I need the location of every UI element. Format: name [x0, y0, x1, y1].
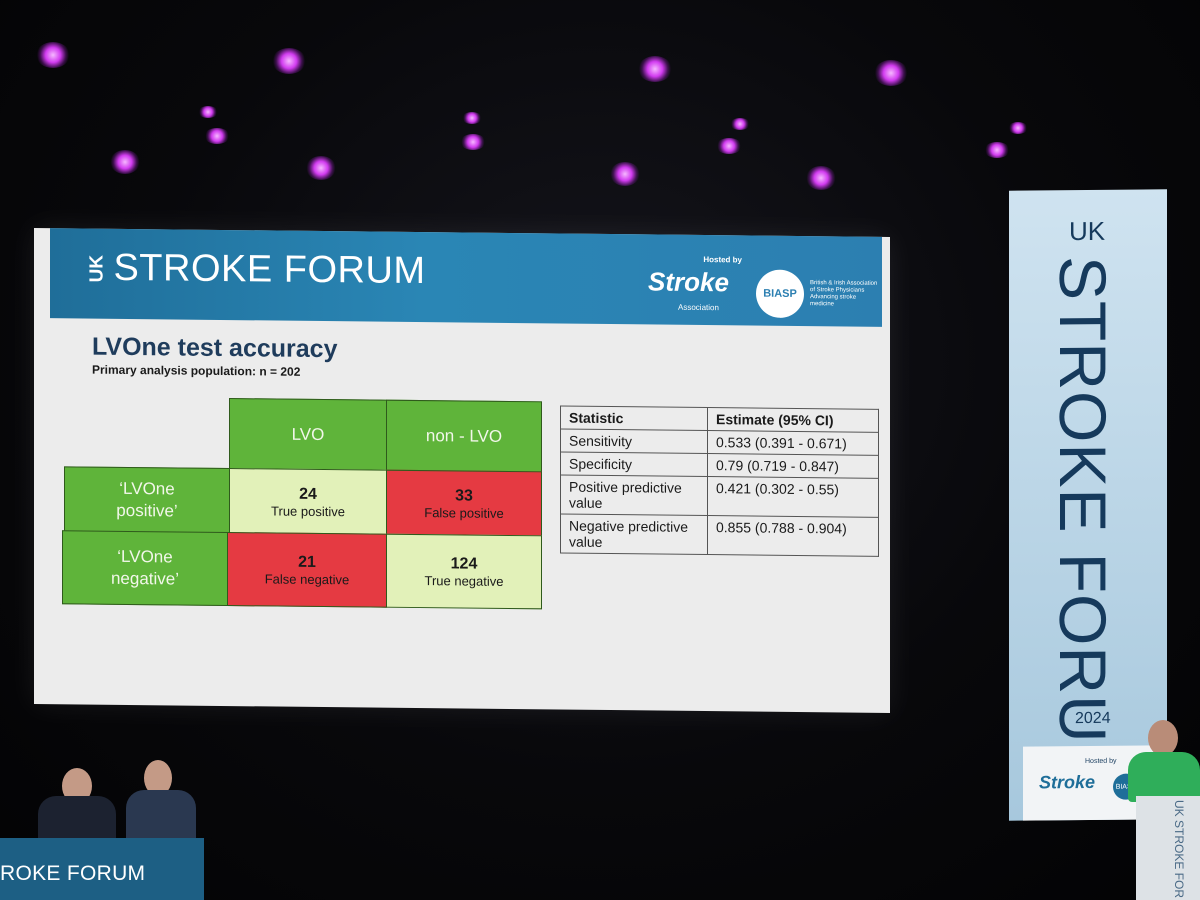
matrix-row-negative: ‘LVOne negative’ — [62, 530, 228, 607]
stage-light-icon — [198, 106, 218, 118]
stage-light-icon — [272, 48, 306, 74]
matrix-header-non-lvo-label: non - LVO — [425, 426, 503, 446]
statistic-name: Sensitivity — [560, 429, 708, 454]
matrix-row-positive-line2: positive’ — [116, 500, 178, 521]
stage-light-icon — [984, 142, 1010, 158]
slide-title: LVOne test accuracy — [92, 332, 338, 364]
statistic-estimate: 0.533 (0.391 - 0.671) — [707, 430, 879, 456]
lectern-text: UK STROKE FOR — [1172, 800, 1186, 899]
projected-slide: UK STROKE FORUM Hosted by Stroke Associa… — [34, 228, 890, 713]
stage-light-icon — [36, 42, 70, 68]
matrix-header-lvo: LVO — [229, 398, 387, 472]
banner-year: 2024 — [1075, 709, 1111, 728]
matrix-cell-true-positive: 24 True positive — [229, 468, 387, 536]
true-negative-value: 124 — [450, 554, 478, 573]
stage-light-icon — [874, 60, 908, 86]
matrix-header-non-lvo: non - LVO — [386, 399, 542, 474]
banner-stroke-logo: Stroke — [1039, 771, 1096, 793]
stage-light-icon — [610, 162, 640, 186]
slide-header: UK STROKE FORUM Hosted by Stroke Associa… — [50, 228, 882, 327]
table-header-statistic: Statistic — [560, 406, 708, 431]
brand-prefix: UK — [86, 254, 108, 282]
speaker-torso — [1128, 752, 1200, 802]
stage-light-icon — [460, 134, 486, 150]
table-row: Negative predictive value 0.855 (0.788 -… — [560, 514, 879, 557]
stage-light-icon — [204, 128, 230, 144]
stage-light-icon — [716, 138, 742, 154]
table-row: Specificity 0.79 (0.719 - 0.847) — [560, 452, 879, 479]
matrix-row-negative-line2: negative’ — [110, 568, 180, 589]
forum-banner: UK STROKE FORUM 2024 Hosted by Stroke BI… — [1009, 189, 1167, 821]
matrix-cell-false-positive: 33 False positive — [386, 469, 542, 538]
stage-light-icon — [638, 56, 672, 82]
panelist-right-torso — [126, 790, 196, 842]
stage-light-icon — [1008, 122, 1028, 134]
false-negative-value: 21 — [298, 553, 316, 571]
banner-uk: UK — [1069, 215, 1106, 247]
stage-light-icon — [462, 112, 482, 124]
stage-light-icon — [110, 150, 140, 174]
statistic-estimate: 0.421 (0.302 - 0.55) — [707, 476, 879, 518]
matrix-row-positive: ‘LVOne positive’ — [64, 466, 230, 535]
biasp-logo-text: British & Irish Association of Stroke Ph… — [810, 280, 878, 308]
table-header-estimate: Estimate (95% CI) — [707, 407, 879, 433]
stage-light-icon — [730, 118, 750, 130]
panel-table — [0, 838, 204, 900]
statistic-name: Positive predictive value — [560, 475, 708, 516]
false-negative-label: False negative — [264, 570, 350, 587]
matrix-row-positive-line1: ‘LVOne — [119, 478, 175, 499]
statistic-estimate: 0.79 (0.719 - 0.847) — [707, 453, 879, 479]
panelist-left-torso — [38, 796, 116, 844]
speaker-head — [1148, 720, 1178, 756]
lectern — [1136, 796, 1200, 900]
slide-subtitle: Primary analysis population: n = 202 — [92, 362, 301, 379]
stroke-association-logo: Stroke — [648, 266, 729, 298]
stage-light-icon — [306, 156, 336, 180]
biasp-logo: BIASP — [756, 269, 804, 319]
matrix-cell-true-negative: 124 True negative — [386, 533, 542, 610]
false-positive-value: 33 — [455, 486, 473, 505]
false-positive-label: False positive — [424, 504, 504, 521]
table-row: Statistic Estimate (95% CI) — [560, 406, 879, 433]
statistic-estimate: 0.855 (0.788 - 0.904) — [707, 515, 879, 557]
matrix-row-negative-line1: ‘LVOne — [117, 546, 173, 567]
true-negative-label: True negative — [424, 572, 504, 589]
brand-name: STROKE FORUM — [113, 246, 426, 293]
matrix-cell-false-negative: 21 False negative — [227, 532, 387, 608]
statistics-table: Statistic Estimate (95% CI) Sensitivity … — [560, 406, 879, 557]
true-positive-label: True positive — [271, 502, 345, 519]
hosted-by-label: Hosted by — [703, 255, 742, 265]
banner-hosted-label: Hosted by — [1085, 757, 1117, 766]
table-row: Sensitivity 0.533 (0.391 - 0.671) — [560, 429, 879, 456]
brand-logo: UK STROKE FORUM — [84, 247, 426, 294]
stage-light-icon — [806, 166, 836, 190]
panel-table-text: ROKE FORUM — [0, 862, 146, 885]
true-positive-value: 24 — [299, 485, 317, 503]
statistic-name: Specificity — [560, 452, 708, 477]
matrix-header-lvo-label: LVO — [291, 424, 325, 445]
statistic-name: Negative predictive value — [560, 514, 708, 555]
table-row: Positive predictive value 0.421 (0.302 -… — [560, 475, 879, 518]
stroke-association-sub: Association — [678, 302, 719, 313]
